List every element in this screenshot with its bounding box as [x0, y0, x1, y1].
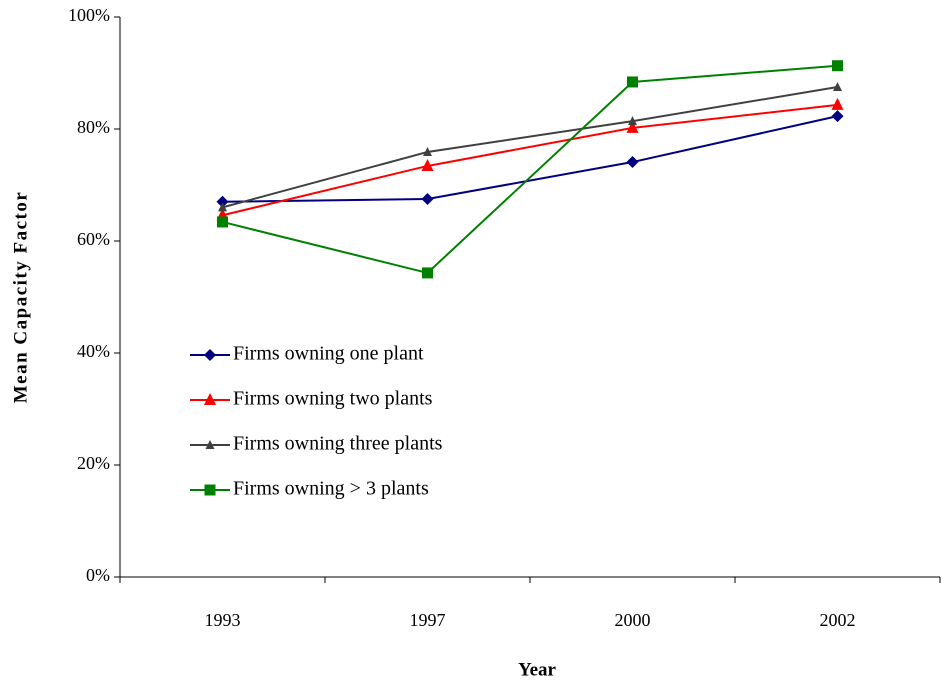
series-line [222, 64, 838, 275]
legend-label: Firms owning > 3 plants [233, 478, 429, 500]
data-point [421, 193, 434, 205]
series-line [222, 115, 838, 203]
y-tick-label: 100% [68, 5, 110, 25]
x-axis-title: Year [518, 659, 557, 680]
y-tick-label: 80% [77, 117, 110, 137]
data-point [218, 202, 227, 212]
x-tick-label: 1993 [205, 610, 241, 630]
y-tick-label: 40% [77, 341, 110, 361]
data-point [831, 97, 844, 110]
series-line [222, 103, 838, 217]
x-tick-label: 1997 [410, 610, 446, 630]
y-tick-label: 0% [86, 565, 110, 585]
legend-marker [204, 393, 216, 405]
data-point [833, 82, 842, 91]
data-point [628, 116, 637, 126]
y-tick-label: 60% [77, 229, 110, 249]
data-point [831, 110, 844, 123]
x-tick-label: 2000 [615, 610, 651, 630]
y-axis-title: Mean Capacity Factor [10, 191, 31, 404]
legend-marker [204, 349, 216, 361]
data-point [423, 146, 432, 156]
legend-label: Firms owning two plants [233, 388, 433, 410]
legend-marker [205, 440, 215, 449]
data-point [626, 120, 639, 133]
data-point [422, 267, 433, 279]
data-point [217, 216, 228, 228]
data-point [626, 156, 639, 169]
data-point [627, 76, 638, 88]
legend-label: Firms owning one plant [233, 343, 424, 365]
data-point [216, 195, 229, 208]
legend-label: Firms owning three plants [233, 433, 443, 455]
data-point [832, 60, 843, 72]
y-tick-label: 20% [77, 453, 110, 473]
legend-marker [204, 484, 216, 496]
x-tick-label: 2002 [820, 610, 856, 630]
data-point [421, 158, 434, 171]
series-line [222, 86, 838, 209]
